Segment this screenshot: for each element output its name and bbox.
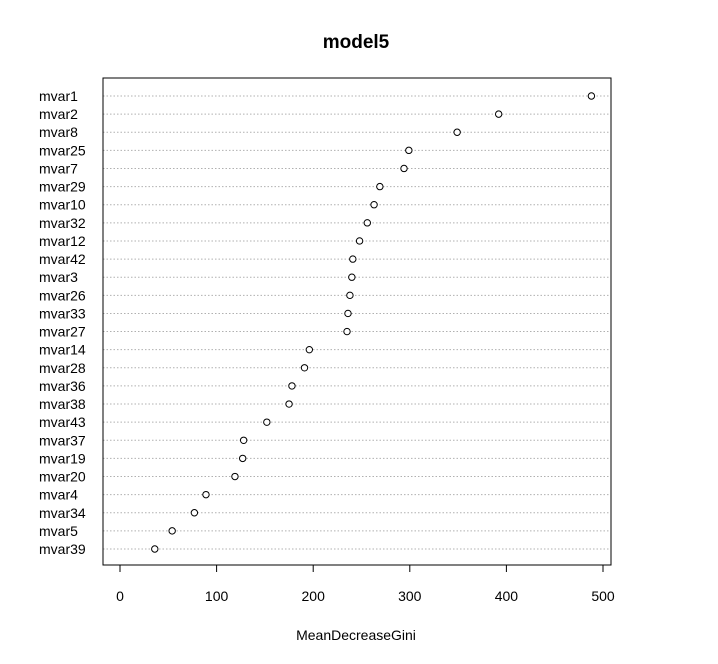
data-point-mvar4 (202, 490, 210, 499)
gridlines (103, 95, 611, 550)
x-tick-label: 0 (116, 588, 124, 604)
category-label-mvar37: mvar37 (39, 432, 86, 448)
category-label-mvar38: mvar38 (39, 396, 86, 412)
data-point-mvar5 (168, 527, 176, 535)
data-point-mvar37 (239, 436, 248, 444)
data-point-mvar36 (288, 382, 296, 390)
data-point-mvar39 (151, 545, 159, 553)
data-point-mvar8 (453, 128, 461, 136)
category-label-mvar27: mvar27 (39, 324, 86, 340)
category-label-mvar25: mvar25 (39, 142, 86, 158)
data-point-mvar42 (349, 255, 357, 263)
plot-frame (102, 77, 612, 566)
x-tick-label: 200 (302, 588, 326, 604)
x-axis-title: MeanDecreaseGini (296, 627, 416, 643)
category-label-mvar14: mvar14 (39, 342, 86, 358)
data-point-mvar3 (348, 273, 356, 281)
x-tick-label: 500 (591, 588, 615, 604)
data-point-mvar14 (305, 345, 314, 354)
data-point-mvar32 (363, 219, 371, 227)
data-point-mvar20 (231, 472, 239, 481)
category-label-mvar10: mvar10 (39, 197, 86, 213)
x-tick-label: 400 (495, 588, 519, 604)
data-point-mvar12 (355, 237, 364, 245)
data-point-mvar38 (285, 400, 293, 408)
category-label-mvar1: mvar1 (39, 88, 78, 104)
category-label-mvar3: mvar3 (39, 269, 78, 285)
data-point-mvar27 (343, 327, 351, 336)
data-point-mvar1 (587, 92, 596, 100)
data-point-mvar28 (300, 364, 309, 372)
x-tick-label: 300 (398, 588, 422, 604)
category-label-mvar34: mvar34 (39, 505, 86, 521)
category-label-mvar39: mvar39 (39, 541, 86, 557)
data-point-mvar7 (400, 164, 408, 173)
data-point-mvar33 (344, 309, 352, 318)
category-label-mvar33: mvar33 (39, 305, 86, 321)
category-label-mvar2: mvar2 (39, 106, 78, 122)
category-label-mvar43: mvar43 (39, 414, 86, 430)
x-axis: 0 100 200 300 400 500 (116, 564, 615, 604)
category-label-mvar8: mvar8 (39, 124, 78, 140)
data-point-mvar2 (494, 110, 503, 118)
data-point-mvar29 (376, 182, 384, 191)
category-label-mvar12: mvar12 (39, 233, 86, 249)
data-point-mvar43 (263, 418, 271, 426)
data-points (151, 92, 596, 553)
category-label-mvar4: mvar4 (39, 487, 78, 503)
category-label-mvar7: mvar7 (39, 160, 78, 176)
data-point-mvar34 (190, 509, 199, 517)
category-label-mvar20: mvar20 (39, 469, 86, 485)
category-label-mvar26: mvar26 (39, 287, 86, 303)
x-tick-label: 100 (205, 588, 229, 604)
chart-title: model5 (323, 32, 390, 53)
category-label-mvar36: mvar36 (39, 378, 86, 394)
data-point-mvar26 (346, 291, 354, 300)
category-label-mvar28: mvar28 (39, 360, 86, 376)
category-label-mvar5: mvar5 (39, 523, 78, 539)
category-label-mvar29: mvar29 (39, 179, 86, 195)
data-point-mvar25 (405, 146, 413, 155)
category-label-mvar32: mvar32 (39, 215, 86, 231)
data-point-mvar10 (370, 201, 378, 209)
category-label-mvar19: mvar19 (39, 450, 86, 466)
category-labels: mvar1 mvar2 mvar8 mvar25 mvar7 mvar29 mvar10 mv… (39, 88, 86, 557)
category-label-mvar42: mvar42 (39, 251, 86, 267)
data-point-mvar19 (238, 454, 247, 463)
